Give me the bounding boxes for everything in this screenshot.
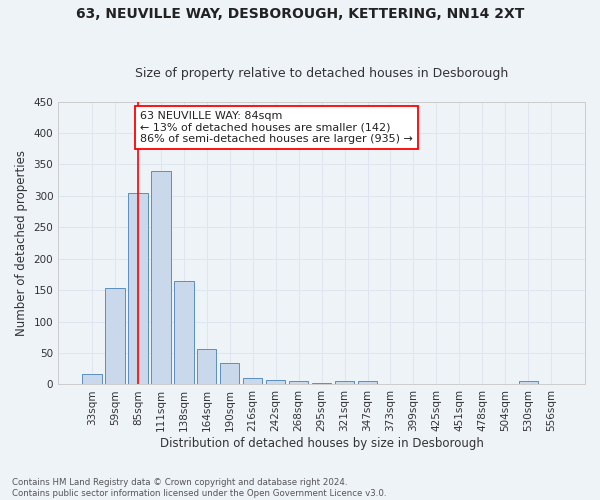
Title: Size of property relative to detached houses in Desborough: Size of property relative to detached ho… (135, 66, 508, 80)
Text: 63, NEUVILLE WAY, DESBOROUGH, KETTERING, NN14 2XT: 63, NEUVILLE WAY, DESBOROUGH, KETTERING,… (76, 8, 524, 22)
X-axis label: Distribution of detached houses by size in Desborough: Distribution of detached houses by size … (160, 437, 484, 450)
Bar (518, 382, 538, 384)
Bar (335, 382, 355, 384)
Text: 63 NEUVILLE WAY: 84sqm
← 13% of detached houses are smaller (142)
86% of semi-de: 63 NEUVILLE WAY: 84sqm ← 13% of detached… (140, 111, 413, 144)
Bar (243, 378, 262, 384)
Bar (151, 170, 170, 384)
Bar (82, 374, 101, 384)
Bar (289, 382, 308, 384)
Y-axis label: Number of detached properties: Number of detached properties (15, 150, 28, 336)
Bar (174, 280, 194, 384)
Bar (105, 288, 125, 384)
Bar (197, 348, 217, 384)
Text: Contains HM Land Registry data © Crown copyright and database right 2024.
Contai: Contains HM Land Registry data © Crown c… (12, 478, 386, 498)
Bar (266, 380, 286, 384)
Bar (220, 363, 239, 384)
Bar (358, 382, 377, 384)
Bar (128, 192, 148, 384)
Bar (312, 382, 331, 384)
